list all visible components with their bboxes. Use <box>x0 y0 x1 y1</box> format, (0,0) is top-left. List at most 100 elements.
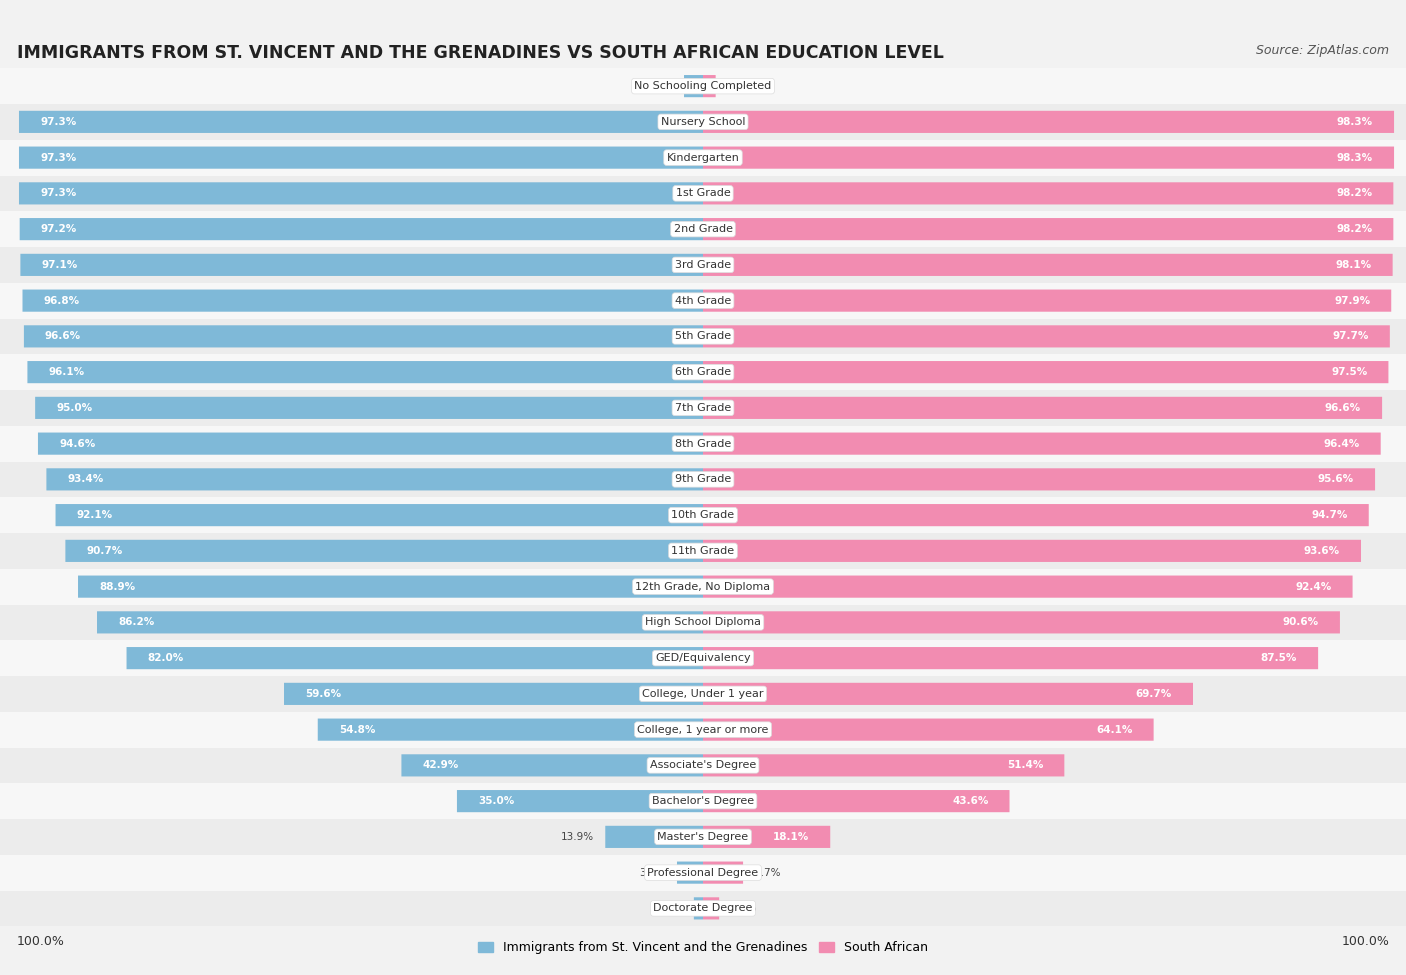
Text: 42.9%: 42.9% <box>423 760 458 770</box>
FancyBboxPatch shape <box>703 897 720 919</box>
FancyBboxPatch shape <box>703 575 1353 598</box>
FancyBboxPatch shape <box>65 540 703 562</box>
FancyBboxPatch shape <box>127 647 703 669</box>
Text: 10th Grade: 10th Grade <box>672 510 734 520</box>
Text: 90.6%: 90.6% <box>1282 617 1319 627</box>
FancyBboxPatch shape <box>24 326 703 347</box>
Text: 1.3%: 1.3% <box>657 904 683 914</box>
FancyBboxPatch shape <box>20 182 703 205</box>
Text: 93.6%: 93.6% <box>1303 546 1340 556</box>
Text: 98.2%: 98.2% <box>1336 224 1372 234</box>
Text: 96.4%: 96.4% <box>1323 439 1360 448</box>
Text: 1.8%: 1.8% <box>727 81 754 91</box>
Text: 3rd Grade: 3rd Grade <box>675 260 731 270</box>
Bar <box>0 890 1406 926</box>
FancyBboxPatch shape <box>97 611 703 634</box>
FancyBboxPatch shape <box>703 611 1340 634</box>
FancyBboxPatch shape <box>695 897 703 919</box>
Text: College, 1 year or more: College, 1 year or more <box>637 724 769 734</box>
FancyBboxPatch shape <box>703 254 1392 276</box>
Bar <box>0 568 1406 604</box>
Text: 97.5%: 97.5% <box>1331 368 1367 377</box>
Text: Doctorate Degree: Doctorate Degree <box>654 904 752 914</box>
FancyBboxPatch shape <box>703 755 1064 776</box>
Bar <box>0 676 1406 712</box>
FancyBboxPatch shape <box>703 218 1393 240</box>
Text: 3.7%: 3.7% <box>640 868 666 878</box>
Text: 5.7%: 5.7% <box>754 868 780 878</box>
Text: Source: ZipAtlas.com: Source: ZipAtlas.com <box>1256 44 1389 57</box>
FancyBboxPatch shape <box>20 146 703 169</box>
Text: 88.9%: 88.9% <box>98 582 135 592</box>
Text: 95.0%: 95.0% <box>56 403 93 412</box>
Text: 87.5%: 87.5% <box>1261 653 1298 663</box>
FancyBboxPatch shape <box>703 826 830 848</box>
Text: 35.0%: 35.0% <box>478 797 515 806</box>
Bar <box>0 497 1406 533</box>
Bar <box>0 641 1406 676</box>
FancyBboxPatch shape <box>703 790 1010 812</box>
Text: 90.7%: 90.7% <box>86 546 122 556</box>
Text: 4th Grade: 4th Grade <box>675 295 731 305</box>
Text: 97.3%: 97.3% <box>41 117 76 127</box>
Bar <box>0 748 1406 783</box>
Text: Associate's Degree: Associate's Degree <box>650 760 756 770</box>
FancyBboxPatch shape <box>678 862 703 883</box>
Text: 97.1%: 97.1% <box>42 260 77 270</box>
Text: 96.6%: 96.6% <box>45 332 82 341</box>
FancyBboxPatch shape <box>685 75 703 98</box>
Text: 5th Grade: 5th Grade <box>675 332 731 341</box>
FancyBboxPatch shape <box>22 290 703 312</box>
Text: 100.0%: 100.0% <box>1341 935 1389 948</box>
Text: 82.0%: 82.0% <box>148 653 184 663</box>
FancyBboxPatch shape <box>703 433 1381 454</box>
Bar <box>0 139 1406 176</box>
Bar <box>0 104 1406 139</box>
FancyBboxPatch shape <box>20 218 703 240</box>
Bar <box>0 604 1406 641</box>
FancyBboxPatch shape <box>318 719 703 741</box>
Bar <box>0 461 1406 497</box>
Bar <box>0 533 1406 568</box>
Bar <box>0 426 1406 461</box>
Text: 12th Grade, No Diploma: 12th Grade, No Diploma <box>636 582 770 592</box>
FancyBboxPatch shape <box>703 361 1389 383</box>
Text: 2.3%: 2.3% <box>731 904 756 914</box>
FancyBboxPatch shape <box>703 397 1382 419</box>
FancyBboxPatch shape <box>20 111 703 133</box>
FancyBboxPatch shape <box>703 468 1375 490</box>
Text: No Schooling Completed: No Schooling Completed <box>634 81 772 91</box>
Text: 7th Grade: 7th Grade <box>675 403 731 412</box>
Text: Nursery School: Nursery School <box>661 117 745 127</box>
Bar <box>0 247 1406 283</box>
FancyBboxPatch shape <box>703 75 716 98</box>
Text: GED/Equivalency: GED/Equivalency <box>655 653 751 663</box>
Text: 18.1%: 18.1% <box>773 832 810 841</box>
FancyBboxPatch shape <box>703 182 1393 205</box>
Text: 96.6%: 96.6% <box>1324 403 1361 412</box>
Text: College, Under 1 year: College, Under 1 year <box>643 689 763 699</box>
Legend: Immigrants from St. Vincent and the Grenadines, South African: Immigrants from St. Vincent and the Gren… <box>472 936 934 959</box>
Bar <box>0 354 1406 390</box>
Bar <box>0 712 1406 748</box>
FancyBboxPatch shape <box>402 755 703 776</box>
Text: 94.7%: 94.7% <box>1312 510 1348 520</box>
Text: 97.3%: 97.3% <box>41 153 76 163</box>
FancyBboxPatch shape <box>56 504 703 526</box>
Text: 8th Grade: 8th Grade <box>675 439 731 448</box>
Text: 51.4%: 51.4% <box>1007 760 1043 770</box>
Text: 1st Grade: 1st Grade <box>676 188 730 198</box>
FancyBboxPatch shape <box>21 254 703 276</box>
Text: 98.3%: 98.3% <box>1337 117 1372 127</box>
FancyBboxPatch shape <box>606 826 703 848</box>
Text: High School Diploma: High School Diploma <box>645 617 761 627</box>
Text: 100.0%: 100.0% <box>17 935 65 948</box>
Text: 64.1%: 64.1% <box>1097 724 1133 734</box>
Text: 59.6%: 59.6% <box>305 689 342 699</box>
FancyBboxPatch shape <box>703 111 1395 133</box>
Text: Professional Degree: Professional Degree <box>647 868 759 878</box>
FancyBboxPatch shape <box>703 862 744 883</box>
Text: 97.3%: 97.3% <box>41 188 76 198</box>
Text: Bachelor's Degree: Bachelor's Degree <box>652 797 754 806</box>
Text: 93.4%: 93.4% <box>67 475 104 485</box>
